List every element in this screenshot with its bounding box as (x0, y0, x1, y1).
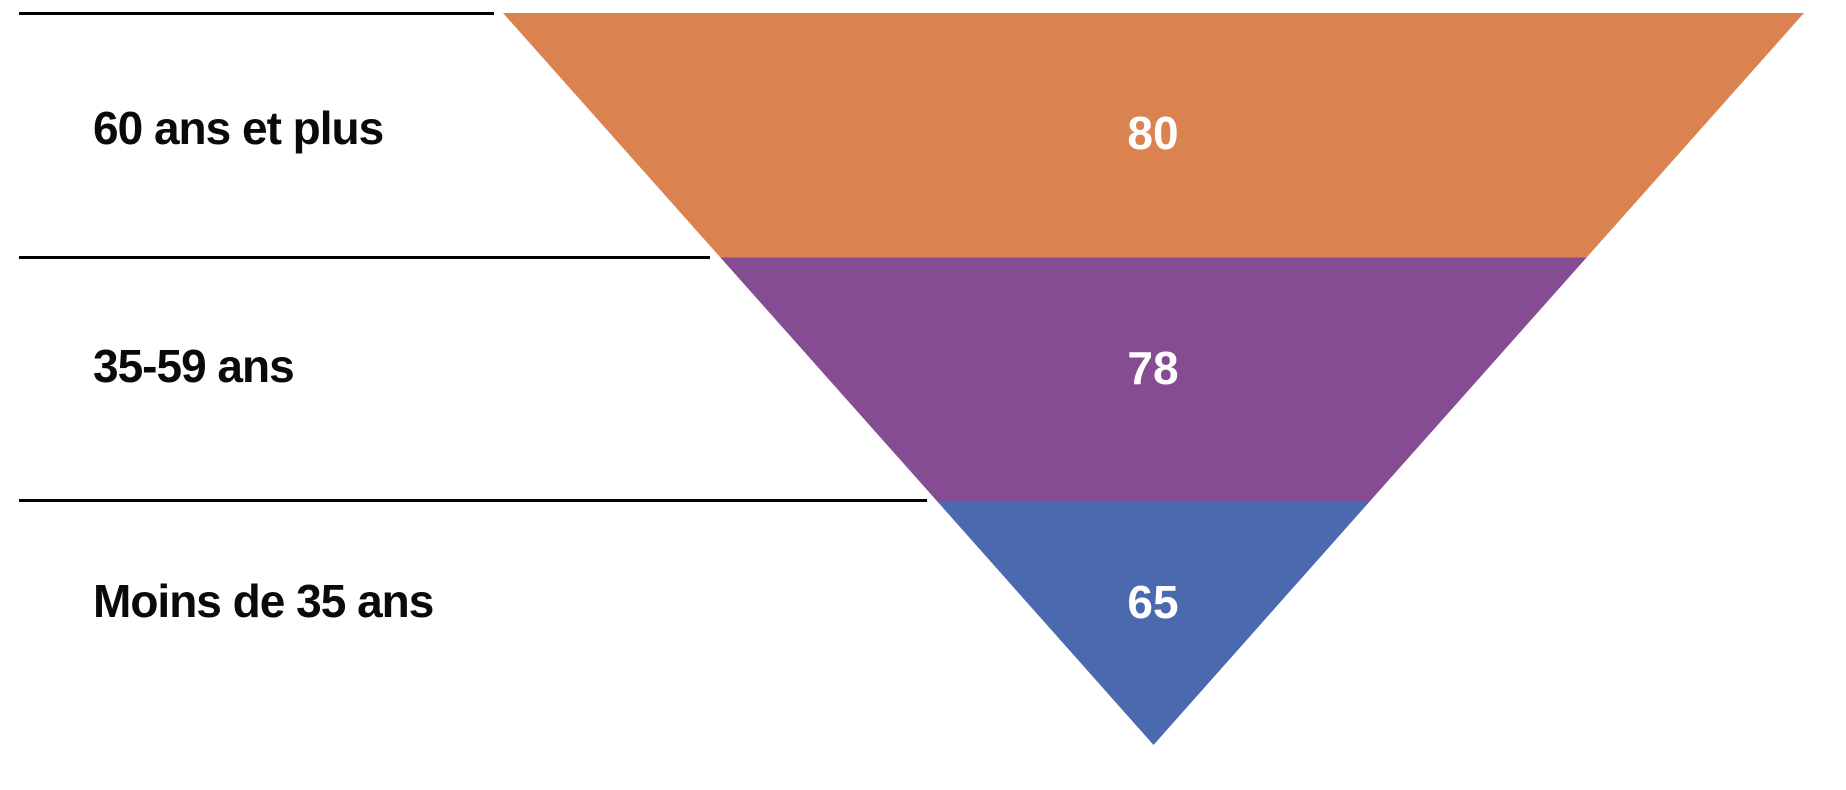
tier-label-60-ans-et-plus: 60 ans et plus (93, 102, 384, 154)
segment-value-label-bottom: 65 (1127, 576, 1179, 628)
segment-value-label-middle: 78 (1127, 342, 1179, 394)
segment-value-label-top: 80 (1127, 107, 1179, 159)
funnel-segment-shape-top (503, 13, 1804, 258)
funnel-segment-shape-middle (720, 257, 1587, 501)
tier-label-moins-de-35-ans: Moins de 35 ans (93, 575, 434, 627)
funnel-segment-shape-bottom (936, 501, 1371, 745)
tier-separator-line-3 (19, 499, 927, 502)
tier-separator-line-1 (19, 12, 494, 15)
tier-separator-line-2 (19, 256, 710, 259)
tier-label-35-59-ans: 35-59 ans (93, 340, 295, 392)
